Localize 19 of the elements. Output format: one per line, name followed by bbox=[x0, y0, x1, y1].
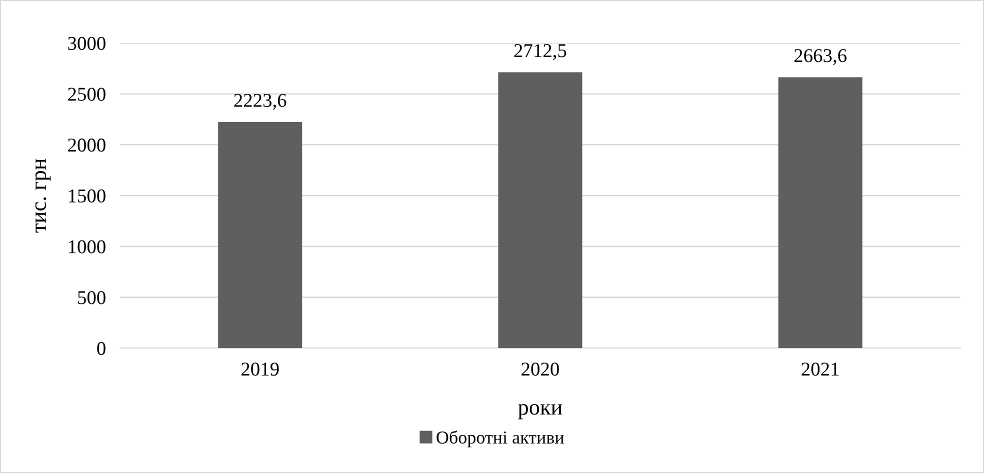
legend-label: Оборотні активи bbox=[436, 430, 564, 448]
y-axis-title: тис. грн bbox=[35, 158, 51, 233]
bar bbox=[498, 72, 582, 348]
y-tick-label: 1500 bbox=[68, 189, 106, 203]
y-tick-label: 1000 bbox=[68, 240, 106, 254]
x-tick-label: 2020 bbox=[522, 362, 559, 376]
bar bbox=[218, 122, 302, 348]
y-tick-label: 0 bbox=[97, 342, 106, 356]
y-tick-label: 2500 bbox=[68, 88, 106, 101]
y-tick-label: 2000 bbox=[68, 138, 106, 152]
data-label: 2712,5 bbox=[514, 44, 566, 60]
x-axis-title: роки bbox=[518, 404, 562, 420]
bar bbox=[778, 77, 862, 348]
y-tick-label: 500 bbox=[78, 291, 106, 304]
x-tick-label: 2019 bbox=[242, 362, 279, 376]
data-label: 2663,6 bbox=[794, 49, 846, 65]
x-tick-label: 2021 bbox=[802, 362, 839, 376]
data-label: 2223,6 bbox=[234, 94, 286, 110]
y-tick-label: 3000 bbox=[68, 36, 106, 50]
